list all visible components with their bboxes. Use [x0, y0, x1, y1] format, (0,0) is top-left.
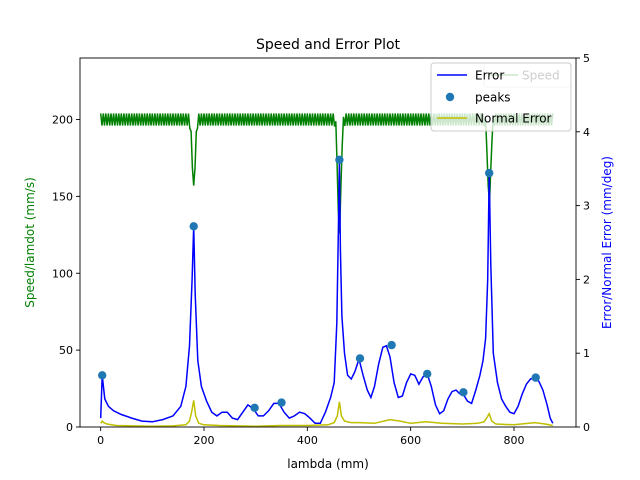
legend-label-peaks: peaks	[475, 91, 511, 105]
peak-point	[355, 354, 365, 363]
y-left-tick-label: 0	[66, 421, 73, 434]
legend: SpeedErrorpeaksNormal Error	[430, 62, 572, 132]
legend-swatch-peaks	[445, 92, 455, 102]
x-tick-label: 800	[504, 434, 525, 447]
y-axis-right-label: Error/Normal Error (mm/deg)	[600, 156, 614, 329]
peak-point	[335, 155, 344, 164]
series-layer	[98, 113, 554, 427]
series-line-error	[99, 161, 554, 425]
peak-point	[189, 222, 198, 231]
y-right-tick-label: 2	[583, 273, 590, 286]
peak-point	[277, 398, 286, 407]
x-tick-label: 600	[400, 434, 421, 447]
y-left-tick-label: 100	[52, 267, 73, 280]
y-left-tick-label: 50	[59, 344, 73, 357]
chart-title: Speed and Error Plot	[256, 37, 401, 53]
y-right-tick-label: 5	[583, 52, 590, 65]
peak-point	[459, 388, 468, 397]
x-tick-label: 400	[297, 434, 318, 447]
y-right-tick-label: 4	[583, 126, 590, 139]
peak-point	[423, 369, 432, 379]
series-line-normal-error	[100, 400, 553, 427]
legend-error-box: Error peaks Normal Error	[430, 62, 572, 132]
peak-point	[387, 340, 396, 350]
y-right-tick-label: 3	[583, 200, 590, 213]
x-tick-label: 200	[194, 434, 215, 447]
legend-label-normal-error: Normal Error	[475, 112, 552, 126]
axes-layer: 0 200 400 600 800 0 50 100 150 200 0 1 2 3 4 5	[52, 52, 590, 447]
y-right-tick-label: 0	[583, 421, 590, 434]
y-axis-left-label: Speed/lamdot (mm/s)	[23, 177, 37, 308]
x-tick-label: 0	[97, 434, 104, 447]
legend-label-error: Error	[475, 69, 504, 83]
y-right-tick-label: 1	[583, 347, 590, 360]
peak-point	[531, 373, 540, 382]
plot-frame	[79, 57, 577, 428]
x-axis-label: lambda (mm)	[287, 457, 369, 471]
y-left-tick-label: 150	[52, 190, 73, 203]
legend-error-frame	[430, 62, 572, 132]
peak-point	[98, 371, 107, 380]
peak-point	[485, 168, 494, 178]
peak-point	[250, 403, 259, 412]
y-left-tick-label: 200	[52, 114, 73, 127]
